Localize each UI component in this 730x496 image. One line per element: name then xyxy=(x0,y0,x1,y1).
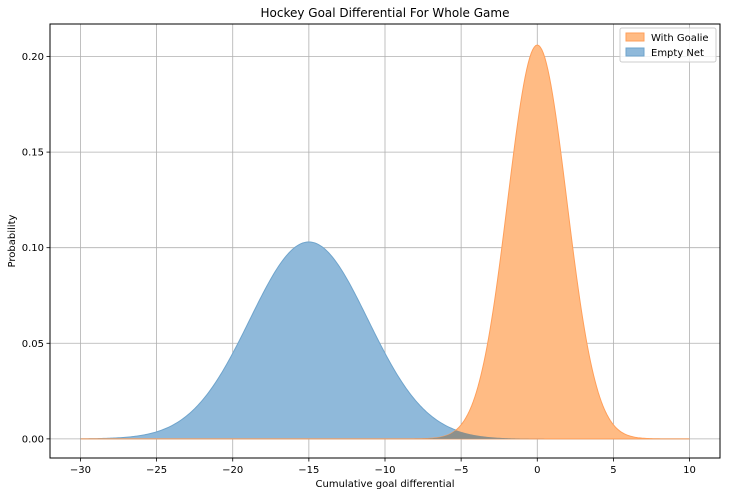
x-tick-label: −5 xyxy=(454,465,469,476)
x-tick-label: −30 xyxy=(70,465,91,476)
x-tick-label: 5 xyxy=(610,465,616,476)
tick-layer: −30 −25 −20 −15 −10 −5 0 5 10 0.00 0.05 0.10 0.15 0.2… xyxy=(22,52,696,476)
x-tick-label: −10 xyxy=(374,465,395,476)
y-tick-label: 0.05 xyxy=(22,339,44,350)
x-tick-label: −15 xyxy=(298,465,319,476)
chart-title: Hockey Goal Differential For Whole Game xyxy=(261,6,510,20)
legend-swatch-empty-net xyxy=(625,47,645,57)
x-tick-label: −20 xyxy=(222,465,243,476)
y-tick-label: 0.20 xyxy=(22,52,44,63)
legend-swatch-with-goalie xyxy=(625,32,645,42)
y-tick-label: 0.15 xyxy=(22,148,44,159)
x-tick-label: 10 xyxy=(683,465,696,476)
legend-label-empty-net: Empty Net xyxy=(651,48,704,59)
x-axis-label: Cumulative goal differential xyxy=(316,479,455,490)
y-axis-label: Probability xyxy=(7,214,18,267)
legend-label-with-goalie: With Goalie xyxy=(651,33,709,44)
grid-layer xyxy=(50,24,720,458)
x-tick-label: −25 xyxy=(146,465,167,476)
x-tick-label: 0 xyxy=(534,465,540,476)
series-layer xyxy=(79,44,690,440)
legend: With Goalie Empty Net xyxy=(619,27,717,63)
y-tick-label: 0.10 xyxy=(22,243,44,254)
y-tick-label: 0.00 xyxy=(22,434,44,445)
